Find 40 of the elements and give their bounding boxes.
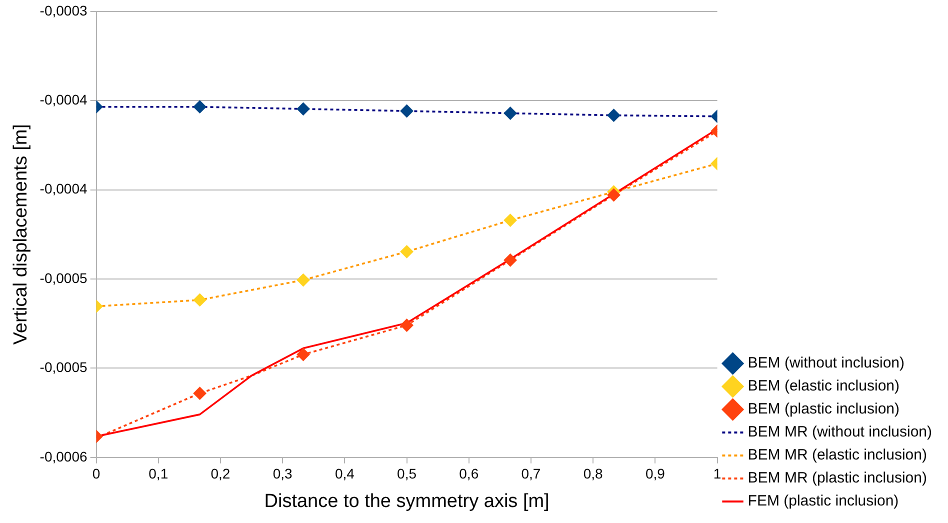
x-tick-label: 0,5 <box>397 466 417 482</box>
y-tick-label: -0,0004 <box>40 91 88 108</box>
x-tick-label: 0,6 <box>459 466 479 482</box>
point <box>400 104 414 118</box>
x-tick-label: 0,1 <box>148 466 168 482</box>
legend-label: FEM (plastic inclusion) <box>748 492 899 510</box>
point <box>296 348 310 362</box>
x-tick-label: 0 <box>92 466 100 482</box>
legend-label: BEM MR (elastic inclusion) <box>748 446 927 464</box>
point <box>607 108 620 122</box>
point <box>193 293 206 306</box>
x-tick-label: 0,4 <box>334 466 355 482</box>
y-tick-label: -0,0004 <box>40 180 88 197</box>
legend-label: BEM MR (without inclusion) <box>748 424 932 441</box>
point <box>607 188 620 202</box>
x-tick-label: 0,9 <box>645 466 666 482</box>
legend-label: BEM (plastic inclusion) <box>748 400 900 418</box>
point <box>504 106 517 120</box>
x-tick-label: 0,3 <box>272 466 293 482</box>
y-tick-label: -0,0006 <box>40 448 88 464</box>
point <box>400 318 414 332</box>
point <box>504 214 517 227</box>
x-tick-label: 0,8 <box>583 466 604 482</box>
legend-label: BEM (without inclusion) <box>748 354 905 372</box>
point <box>296 102 310 116</box>
x-tick-label: 1 <box>713 466 722 482</box>
y-tick-label: -0,0005 <box>40 359 88 376</box>
y-tick-label: -0,0005 <box>40 270 88 286</box>
point <box>400 245 414 258</box>
y-axis-title: Vertical displacements [m] <box>10 124 32 345</box>
y-tick-label: -0,0003 <box>40 2 88 18</box>
point <box>193 100 206 114</box>
legend-label: BEM (elastic inclusion) <box>748 378 900 395</box>
point <box>296 274 310 287</box>
x-tick-label: 0,2 <box>210 466 230 482</box>
point <box>504 254 517 267</box>
point <box>193 386 206 400</box>
x-axis-title: Distance to the symmetry axis [m] <box>264 490 550 512</box>
x-tick-label: 0,7 <box>521 466 541 482</box>
legend-label: BEM MR (plastic inclusion) <box>748 470 927 487</box>
